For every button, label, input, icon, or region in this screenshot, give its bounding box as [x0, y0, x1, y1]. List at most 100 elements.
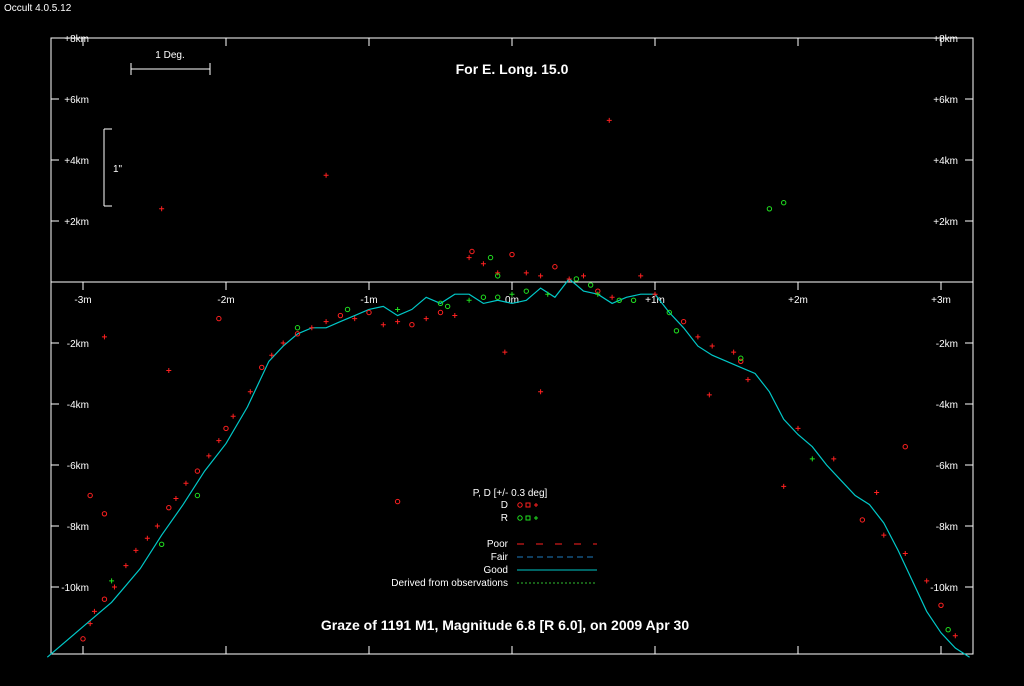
obs-point-d — [781, 483, 787, 489]
obs-point-d — [566, 276, 572, 282]
y-tick-label-left: +4km — [64, 156, 89, 167]
obs-point-d — [323, 172, 329, 178]
obs-point-d — [552, 264, 558, 270]
obs-point-d — [924, 578, 930, 584]
obs-point-d — [337, 312, 344, 319]
y-tick-label-left: -6km — [67, 461, 89, 472]
obs-point-d — [795, 425, 801, 431]
y-tick-label-right: +8km — [933, 34, 958, 45]
x-tick-label: +2m — [788, 295, 808, 306]
obs-point-d — [437, 309, 444, 316]
obs-point-d — [709, 343, 715, 349]
legend-fair-label: Fair — [491, 552, 509, 563]
obs-point-d — [394, 498, 401, 505]
obs-point-d — [216, 315, 222, 322]
obs-point-d — [144, 535, 150, 541]
legend-r-symbols — [517, 515, 538, 521]
obs-point-d — [173, 496, 179, 502]
obs-point-d — [101, 596, 108, 602]
obs-point-d — [538, 389, 544, 395]
legend-derived-label: Derived from observations — [391, 578, 508, 589]
chart-title: For E. Long. 15.0 — [456, 61, 569, 77]
y-tick-label-left: +2km — [64, 217, 89, 228]
obs-point-r — [573, 276, 580, 282]
obs-point-d — [101, 334, 107, 340]
obs-point-d — [859, 517, 866, 523]
x-tick-label: +3m — [931, 295, 951, 306]
obs-point-d — [223, 425, 229, 432]
obs-point-d — [87, 492, 93, 499]
x-tick-label: -1m — [360, 295, 377, 306]
y-tick-label-right: +4km — [933, 156, 958, 167]
arcsec-scale-bar: 1" — [103, 128, 123, 207]
arcsec-scale-label: 1" — [113, 164, 123, 175]
y-tick-label-left: -4km — [67, 400, 89, 411]
obs-point-d — [395, 319, 401, 325]
legend-poor-label: Poor — [487, 539, 509, 550]
obs-point-d — [91, 608, 97, 614]
obs-point-d — [745, 377, 751, 383]
obs-point-r — [809, 456, 815, 462]
obs-point-r — [480, 294, 487, 300]
y-tick-label-left: +6km — [64, 95, 89, 106]
obs-point-r — [194, 492, 201, 499]
legend-pd-title: P, D [+/- 0.3 deg] — [473, 488, 548, 499]
obs-point-d — [380, 322, 386, 328]
x-tick-label: -3m — [74, 295, 91, 306]
app-title: Occult 4.0.5.12 — [4, 3, 72, 14]
obs-point-d — [216, 438, 222, 444]
obs-point-r — [630, 297, 637, 303]
obs-point-d — [247, 389, 253, 395]
obs-point-r — [395, 306, 401, 312]
obs-point-d — [280, 340, 286, 346]
y-tick-label-right: -10km — [930, 583, 958, 594]
obs-point-r — [738, 355, 744, 361]
obs-point-d — [230, 413, 236, 419]
obs-point-d — [269, 352, 275, 358]
obs-point-d — [423, 316, 429, 322]
obs-point-r — [294, 325, 301, 331]
obs-point-d — [480, 261, 486, 267]
y-tick-label-left: +8km — [64, 34, 89, 45]
obs-point-d — [194, 468, 201, 474]
obs-point-r — [487, 254, 494, 261]
obs-point-d — [695, 334, 701, 340]
obs-point-r — [616, 297, 622, 303]
obs-point-r — [595, 291, 601, 297]
obs-point-r — [344, 306, 351, 313]
y-tick-label-left: -10km — [61, 583, 89, 594]
obs-point-d — [111, 584, 117, 590]
obs-point-d — [874, 489, 880, 495]
obs-point-d — [523, 270, 529, 276]
observation-points — [80, 117, 958, 642]
chart-subtitle: Graze of 1191 M1, Magnitude 6.8 [R 6.0],… — [321, 617, 689, 633]
degree-scale-bar: 1 Deg. — [130, 50, 211, 75]
y-tick-label-right: +6km — [933, 95, 958, 106]
obs-point-d — [323, 319, 329, 325]
obs-point-d — [538, 273, 544, 279]
obs-point-d — [652, 291, 658, 297]
obs-point-d — [123, 563, 129, 569]
obs-point-d — [502, 349, 508, 355]
obs-point-r — [781, 200, 787, 206]
obs-point-d — [680, 318, 687, 325]
obs-point-d — [87, 621, 93, 627]
obs-point-d — [133, 547, 139, 553]
obs-point-d — [101, 511, 108, 517]
obs-point-r — [495, 294, 501, 300]
obs-point-r — [158, 541, 165, 547]
y-tick-label-right: +2km — [933, 217, 958, 228]
obs-point-d — [80, 636, 86, 642]
x-axis-ticks: -3m -2m -1m 0m +1m +2m +3m — [74, 38, 951, 654]
obs-point-r — [509, 291, 515, 297]
x-tick-label: 0m — [505, 295, 519, 306]
obs-point-r — [444, 303, 451, 310]
obs-point-d — [294, 331, 301, 337]
legend-good-label: Good — [484, 565, 508, 576]
obs-point-d — [495, 270, 501, 276]
limb-profile-line — [46, 278, 970, 658]
obs-point-d — [259, 364, 265, 371]
obs-point-r — [587, 282, 594, 288]
obs-point-d — [738, 358, 744, 364]
